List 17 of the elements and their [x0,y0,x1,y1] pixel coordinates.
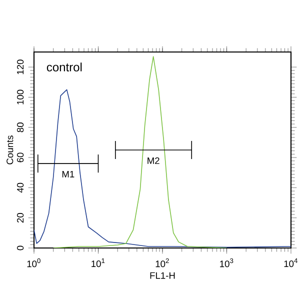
x-tick-label: 10$^{2}$ [156,258,169,268]
y-axis-title: Counts [6,136,14,164]
y-tick-label: 20 [17,213,24,223]
x-tick-label: 10$^{4}$ [284,258,298,268]
annotation: M2 [148,157,160,164]
y-tick-label: 100 [17,90,24,104]
x-tick-label: 10$^{0}$ [27,258,40,268]
y-tick-label: 120 [17,60,24,74]
annotation: M1 [62,170,74,178]
x-axis-title: FL1-H [150,272,175,279]
y-tick-label: 0 [17,246,24,250]
x-tick-label: 10$^{3}$ [220,258,234,268]
annotation: control [46,62,82,72]
y-tick-label: 40 [17,182,24,193]
y-tick-label: 80 [17,122,24,132]
y-tick-label: 60 [17,152,24,162]
x-tick-label: 10$^{1}$ [92,258,105,268]
